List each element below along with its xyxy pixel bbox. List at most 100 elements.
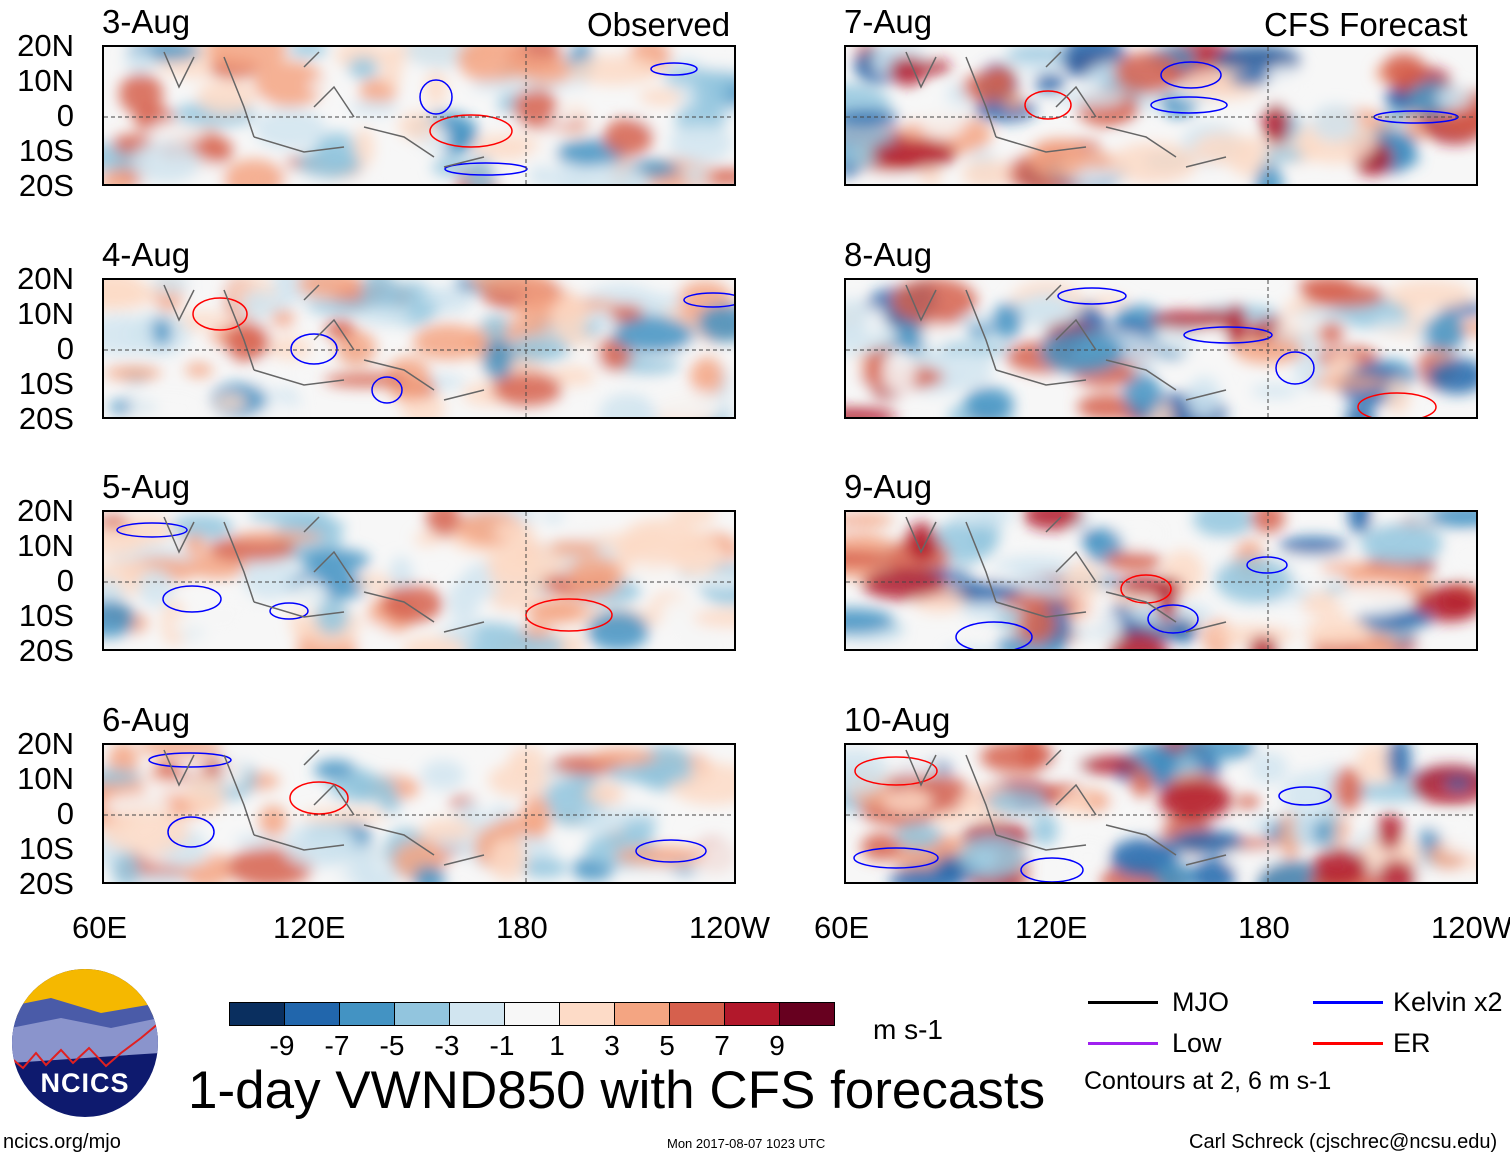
wind-anomaly-blob <box>348 57 378 79</box>
y-tick-0: 0 <box>56 796 74 831</box>
wind-anomaly-blob <box>1411 765 1476 805</box>
wind-anomaly-blob <box>361 280 397 314</box>
wind-anomaly-blob <box>112 852 140 882</box>
y-tick-10n: 10N <box>17 296 74 331</box>
wind-anomaly-blob <box>586 782 624 806</box>
wind-anomaly-blob <box>1304 617 1370 647</box>
wind-anomaly-blob <box>128 873 190 882</box>
wind-anomaly-blob <box>235 531 323 543</box>
wind-anomaly-blob <box>171 514 233 540</box>
wind-anomaly-blob <box>1428 358 1476 394</box>
contour-line <box>1275 351 1315 385</box>
wind-anomaly-blob <box>288 47 328 57</box>
wind-anomaly-blob <box>259 805 287 837</box>
wind-anomaly-blob <box>693 608 734 628</box>
wind-anomaly-blob <box>1448 537 1476 575</box>
wind-anomaly-blob <box>1224 305 1248 347</box>
panel-title-3-aug: 3-Aug <box>102 3 191 40</box>
contour-line <box>269 602 309 620</box>
wind-anomaly-blob <box>413 865 445 882</box>
legend-mjo-line <box>1088 1001 1158 1004</box>
panel-title-4-aug: 4-Aug <box>102 236 191 273</box>
wind-anomaly-blob <box>308 78 350 94</box>
wind-anomaly-blob <box>493 521 533 541</box>
y-tick-20s: 20S <box>18 633 74 668</box>
figure-title: 1-day VWND850 with CFS forecasts <box>188 1061 1046 1120</box>
wind-anomaly-blob <box>882 348 916 394</box>
colorbar-label: 9 <box>769 1030 785 1061</box>
contour-line <box>1183 326 1273 344</box>
wind-anomaly-blob <box>471 134 541 160</box>
wind-anomaly-blob <box>490 589 534 611</box>
wind-anomaly-blob <box>689 840 734 882</box>
contour-line <box>192 297 248 331</box>
legend-low-line <box>1088 1042 1158 1045</box>
colorbar-label: 1 <box>549 1030 565 1061</box>
wind-anomaly-blob <box>356 843 382 871</box>
y-tick-20s: 20S <box>18 866 74 901</box>
panel-title-9-aug: 9-Aug <box>844 468 933 505</box>
wind-anomaly-blob <box>1292 808 1316 846</box>
wind-anomaly-blob <box>151 120 205 144</box>
wind-anomaly-blob <box>357 306 411 326</box>
colorbar-swatch <box>669 1002 725 1026</box>
wind-anomaly-blob <box>414 532 442 546</box>
wind-anomaly-blob <box>468 280 552 292</box>
colorbar-label: -5 <box>379 1030 405 1061</box>
wind-anomaly-blob <box>1190 858 1236 882</box>
wind-anomaly-blob <box>1063 561 1101 603</box>
wind-anomaly-blob <box>299 808 387 824</box>
ncics-logo: NCICS <box>11 968 159 1118</box>
wind-anomaly-blob <box>513 87 557 127</box>
map-panel-4-aug <box>102 278 736 419</box>
wind-anomaly-blob <box>356 623 390 647</box>
wind-anomaly-blob <box>1035 73 1065 93</box>
wind-anomaly-blob <box>119 73 163 115</box>
wind-anomaly-blob <box>549 540 601 556</box>
coastline <box>905 284 1227 401</box>
wind-anomaly-blob <box>889 56 927 86</box>
wind-anomaly-blob <box>481 315 509 339</box>
wind-anomaly-blob <box>1429 512 1476 528</box>
wind-anomaly-blob <box>104 810 190 854</box>
wind-anomaly-blob <box>457 47 529 83</box>
wind-anomaly-blob <box>1019 293 1075 329</box>
colorbar-swatch <box>614 1002 670 1026</box>
x-tick-right-2: 180 <box>1238 910 1290 945</box>
wind-anomaly-blob <box>891 280 977 324</box>
contour-line <box>167 816 215 848</box>
source-url[interactable]: ncics.org/mjo <box>3 1131 121 1153</box>
wind-anomaly-blob <box>402 636 466 649</box>
colorbar-label: 7 <box>714 1030 730 1061</box>
map-panel-5-aug <box>102 510 736 651</box>
wind-anomaly-blob <box>1413 586 1476 622</box>
wind-anomaly-blob <box>1382 53 1426 89</box>
wind-anomaly-blob <box>492 547 566 581</box>
map-panel-6-aug <box>102 743 736 884</box>
contour-line <box>1020 857 1084 882</box>
wind-anomaly-blob <box>489 838 527 882</box>
wind-anomaly-blob <box>398 112 436 140</box>
wind-anomaly-blob <box>1251 384 1299 398</box>
colorbar-label: 3 <box>604 1030 620 1061</box>
x-tick-right-3: 120W <box>1431 910 1510 945</box>
wind-anomaly-blob <box>329 774 397 802</box>
map-panel-8-aug <box>844 278 1478 419</box>
x-tick-left-1: 120E <box>273 910 346 945</box>
wind-anomaly-blob <box>1387 745 1411 782</box>
wind-anomaly-blob <box>214 394 248 410</box>
wind-anomaly-blob <box>283 822 357 868</box>
wind-anomaly-blob <box>1234 338 1304 364</box>
wind-anomaly-blob <box>150 318 172 346</box>
wind-anomaly-blob <box>185 774 225 814</box>
wind-anomaly-blob <box>1283 313 1329 329</box>
wind-anomaly-blob <box>1227 846 1283 870</box>
wind-anomaly-blob <box>536 636 564 649</box>
wind-anomaly-blob <box>379 793 401 813</box>
wind-anomaly-blob <box>197 79 255 115</box>
contour-line <box>1246 556 1288 574</box>
wind-anomaly-blob <box>1410 864 1476 880</box>
wind-anomaly-blob <box>242 552 296 600</box>
coastline <box>163 51 485 168</box>
wind-anomaly-blob <box>1312 848 1368 882</box>
